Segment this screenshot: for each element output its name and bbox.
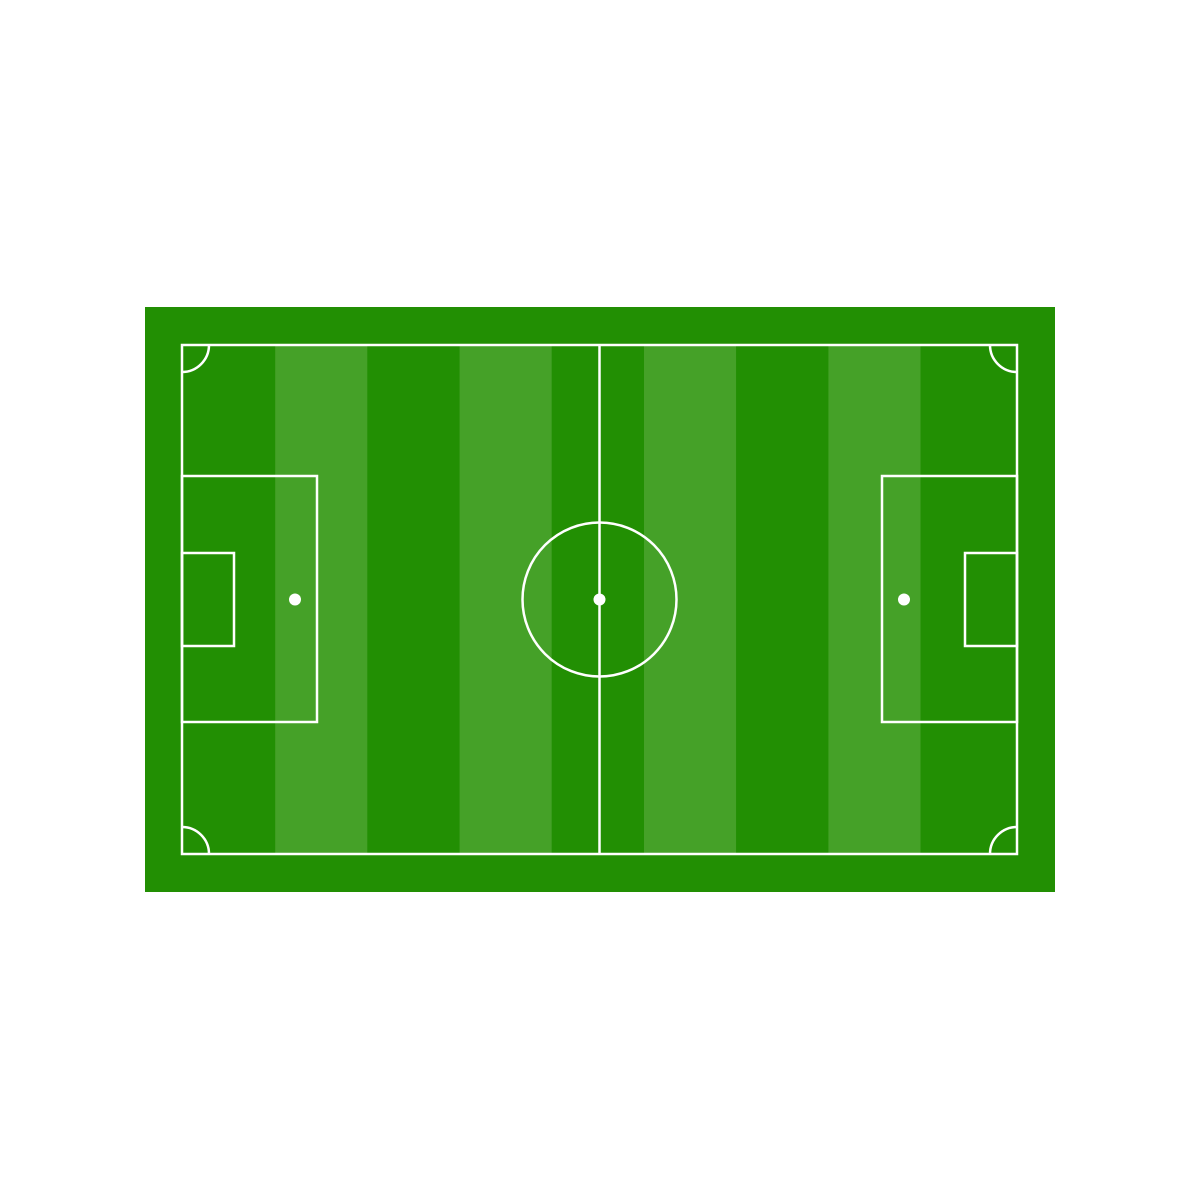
turf-stripes xyxy=(183,346,1017,854)
right-goal-area xyxy=(963,551,1019,648)
turf-stripe xyxy=(459,346,552,854)
corner-arc-bottom-left xyxy=(181,825,211,855)
corner-arc-top-left xyxy=(181,344,211,374)
right-penalty-spot xyxy=(898,593,910,606)
turf-stripe xyxy=(183,346,276,854)
pitch-spots xyxy=(289,593,910,606)
turf-stripe xyxy=(367,346,460,854)
left-penalty-spot xyxy=(289,593,301,606)
corner-arc-bottom-right xyxy=(988,825,1018,855)
pitch-markings xyxy=(180,343,1019,856)
center-circle xyxy=(521,521,678,678)
turf-stripe xyxy=(644,346,737,854)
center-spot xyxy=(593,593,606,606)
corner-arc-top-right xyxy=(988,344,1018,374)
turf-stripe xyxy=(920,346,1017,854)
left-goal-area xyxy=(180,551,236,648)
turf-stripe xyxy=(736,346,829,854)
